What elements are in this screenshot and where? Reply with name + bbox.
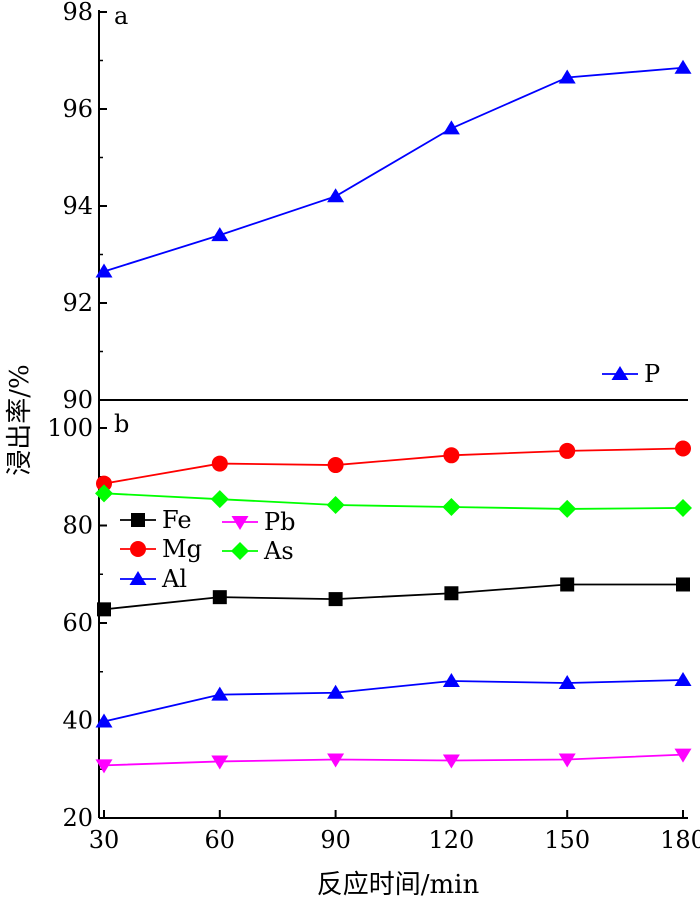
series-line-As [103, 492, 684, 510]
data-point-As [674, 498, 692, 517]
data-point-Fe [560, 577, 575, 592]
data-point-Pb [95, 759, 113, 774]
x-axis-title: 反应时间/min [317, 870, 480, 900]
y-tick-label: 40 [62, 707, 93, 735]
legend-label-P: P [644, 360, 660, 388]
data-point-As [326, 496, 345, 515]
data-point-Al [327, 684, 345, 699]
data-point-Mg [675, 440, 691, 457]
data-point-Pb [327, 753, 345, 768]
data-point-Mg [96, 475, 112, 492]
x-tick-label: 120 [428, 826, 474, 854]
y-tick-label: 90 [62, 386, 93, 414]
y-tick-label: 20 [62, 804, 93, 832]
data-point-As [95, 484, 113, 503]
data-point-Pb [442, 754, 460, 769]
data-point-P [442, 120, 460, 135]
y-tick-label: 92 [62, 289, 93, 317]
data-point-P [674, 59, 692, 74]
data-point-Pb [558, 753, 576, 768]
data-point-Al [211, 686, 229, 701]
legend-label-Mg: Mg [162, 535, 202, 563]
legend-marker-Mg [130, 541, 146, 557]
data-point-P [558, 69, 576, 84]
axes: 30 60 90 120 150 180 [89, 10, 700, 854]
data-point-P [327, 188, 345, 203]
legend-marker-As [231, 542, 249, 560]
data-point-Fe [212, 590, 227, 605]
data-point-Mg [443, 447, 460, 464]
data-point-Fe [97, 602, 111, 617]
legend-label-As: As [263, 537, 294, 565]
y-axis-title: 浸出率/% [5, 364, 35, 475]
data-point-Pb [211, 755, 229, 770]
x-tick-label: 180 [660, 826, 700, 854]
x-tick-label: 60 [205, 826, 236, 854]
data-point-Mg [211, 455, 228, 472]
y-tick-label: 96 [62, 95, 93, 123]
series-Pb [95, 748, 692, 774]
legend-marker-Fe [131, 513, 145, 527]
series-line-Pb [103, 753, 684, 767]
data-point-Fe [444, 586, 459, 601]
data-point-P [95, 263, 113, 278]
legend-label-Pb: Pb [264, 508, 296, 536]
data-point-As [442, 497, 461, 516]
series-Fe [97, 577, 690, 617]
data-point-Pb [674, 748, 692, 763]
data-point-Al [95, 713, 113, 728]
data-point-P [211, 227, 229, 242]
panel-b-tag: b [114, 410, 129, 438]
panel-a: 90 92 94 96 98 P [62, 0, 692, 414]
legend-marker-P [611, 366, 629, 380]
series-line-Fe [103, 583, 683, 611]
data-point-Al [558, 674, 576, 689]
y-tick-label: 98 [62, 0, 93, 26]
series-Mg [96, 440, 691, 492]
legend-label-Al: Al [161, 565, 187, 593]
series-Al [95, 672, 692, 728]
series-line-Mg [103, 447, 684, 485]
data-point-As [558, 499, 577, 518]
data-point-Fe [328, 592, 343, 607]
data-point-Al [674, 672, 692, 687]
legend-marker-Pb [231, 516, 249, 530]
panel-a-tag: a [114, 2, 128, 30]
data-point-Mg [327, 457, 344, 474]
y-tick-label: 100 [47, 414, 93, 442]
legend-marker-Al [129, 571, 147, 585]
series-As [95, 484, 692, 518]
x-tick-label: 150 [544, 826, 590, 854]
legend-panel-a: P [602, 360, 660, 388]
data-point-Mg [559, 442, 576, 459]
y-tick-label: 80 [62, 512, 93, 540]
data-point-Fe [676, 577, 690, 592]
series-line-P [103, 66, 684, 273]
x-tick-label: 30 [89, 826, 120, 854]
series-line-Al [103, 679, 684, 723]
data-point-As [210, 490, 229, 509]
y-tick-label: 94 [62, 192, 93, 220]
legend-label-Fe: Fe [162, 506, 192, 534]
x-tick-label: 90 [320, 826, 351, 854]
series-P [95, 59, 692, 278]
y-tick-label: 60 [62, 609, 93, 637]
data-point-Al [442, 673, 460, 688]
